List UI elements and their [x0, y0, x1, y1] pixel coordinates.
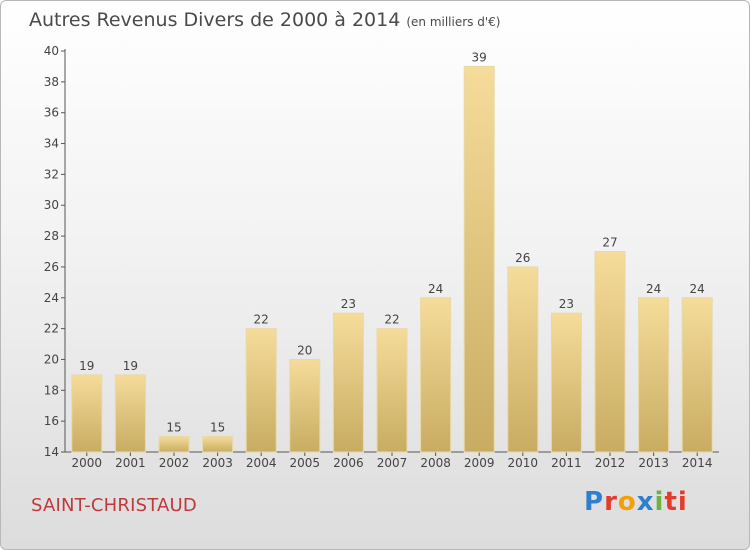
bar-2011 [550, 312, 582, 453]
bar-2012 [594, 251, 626, 453]
data-label-2003: 15 [210, 421, 225, 435]
data-label-2008: 24 [428, 282, 443, 296]
chart-title: Autres Revenus Divers de 2000 à 2014 (en … [29, 9, 500, 31]
y-tick-label: 34 [44, 137, 59, 151]
bar-2007 [376, 328, 408, 453]
data-label-2010: 26 [515, 251, 530, 265]
x-tick-label: 2014 [682, 456, 713, 470]
y-tick-label: 28 [44, 229, 59, 243]
data-label-2004: 22 [254, 313, 269, 327]
bar-2006 [332, 312, 364, 453]
x-tick-label: 2005 [290, 456, 321, 470]
data-label-2005: 20 [297, 343, 312, 357]
bar-2013 [638, 297, 670, 453]
x-tick-label: 2009 [464, 456, 495, 470]
chart-title-text: Autres Revenus Divers de 2000 à 2014 [29, 9, 401, 31]
x-tick-label: 2004 [246, 456, 277, 470]
data-label-2002: 15 [166, 421, 181, 435]
data-label-2001: 19 [123, 359, 138, 373]
y-tick-label: 20 [44, 352, 59, 366]
y-tick-label: 32 [44, 167, 59, 181]
bar-2000 [71, 374, 103, 453]
bar-2002 [158, 436, 190, 453]
x-tick-label: 2008 [420, 456, 451, 470]
commune-name: SAINT-CHRISTAUD [31, 495, 197, 516]
bar-2005 [289, 358, 321, 453]
x-tick-label: 2010 [508, 456, 539, 470]
bar-2001 [114, 374, 146, 453]
y-tick-label: 36 [44, 106, 59, 120]
y-tick-label: 18 [44, 383, 59, 397]
data-label-2007: 22 [384, 313, 399, 327]
data-label-2011: 23 [559, 297, 574, 311]
y-tick-label: 16 [44, 414, 59, 428]
x-tick-label: 2011 [551, 456, 582, 470]
data-label-2014: 24 [690, 282, 705, 296]
bar-2004 [245, 328, 277, 453]
x-tick-label: 2007 [377, 456, 408, 470]
data-label-2013: 24 [646, 282, 661, 296]
data-label-2000: 19 [79, 359, 94, 373]
bar-2008 [420, 297, 452, 453]
y-tick-label: 14 [44, 445, 59, 459]
x-tick-label: 2001 [115, 456, 146, 470]
proxiti-logo: Proxiti [584, 487, 688, 517]
data-label-2009: 39 [472, 50, 487, 64]
y-tick-label: 26 [44, 260, 59, 274]
x-tick-label: 2000 [72, 456, 103, 470]
y-tick-label: 40 [44, 44, 59, 58]
data-label-2012: 27 [602, 236, 617, 250]
y-tick-label: 38 [44, 75, 59, 89]
bar-2010 [507, 266, 539, 453]
y-tick-label: 24 [44, 291, 59, 305]
x-tick-label: 2003 [202, 456, 233, 470]
data-label-2006: 23 [341, 297, 356, 311]
bar-2014 [681, 297, 713, 453]
x-tick-label: 2006 [333, 456, 364, 470]
bar-2009 [463, 65, 495, 453]
bar-2003 [202, 436, 234, 453]
x-tick-label: 2002 [159, 456, 190, 470]
chart-subtitle: (en milliers d'€) [406, 15, 501, 29]
x-tick-label: 2012 [595, 456, 626, 470]
y-tick-label: 22 [44, 322, 59, 336]
x-tick-label: 2013 [638, 456, 669, 470]
y-tick-label: 30 [44, 198, 59, 212]
